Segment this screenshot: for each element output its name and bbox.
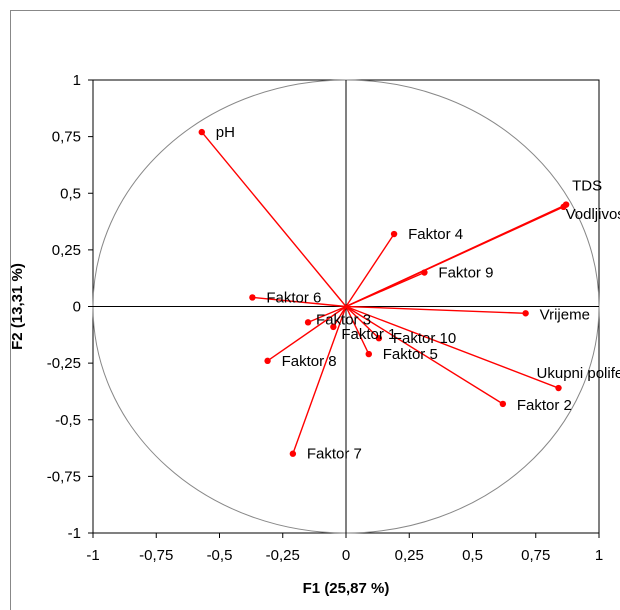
chart-frame (10, 10, 620, 610)
point-label-vrijeme: Vrijeme (540, 306, 590, 323)
y-tick-label: 0 (73, 299, 81, 316)
y-tick-label: 0,75 (52, 129, 81, 146)
point-label-faktor-1: Faktor 1 (341, 326, 396, 343)
vector-ukupni-polifenoli (345, 305, 559, 389)
y-tick-label: 0,25 (52, 242, 81, 259)
point-faktor-7 (289, 450, 297, 457)
point-faktor-9 (421, 269, 428, 276)
x-tick-label: 1 (595, 547, 603, 564)
vector-faktor-3 (307, 305, 347, 324)
x-tick-label: -0,75 (139, 547, 173, 564)
vector-faktor-9 (345, 271, 425, 308)
vector-ph (201, 131, 347, 307)
vector-faktor-2 (345, 305, 504, 405)
vector-faktor-6 (252, 296, 347, 308)
x-tick-label: 0,25 (395, 547, 424, 564)
point-label-faktor-2: Faktor 2 (517, 397, 572, 414)
y-tick-label: -1 (68, 525, 81, 542)
point-faktor-1 (330, 323, 337, 331)
x-tick-label: -0,5 (207, 547, 233, 564)
x-tick-label: 0,75 (521, 547, 550, 564)
point-faktor-4 (390, 230, 398, 238)
x-tick-label: -0,25 (266, 547, 300, 564)
point-label-faktor-8: Faktor 8 (282, 353, 337, 370)
point-label-faktor-7: Faktor 7 (307, 446, 362, 463)
point-ukupni-polifenoli (555, 384, 562, 392)
x-tick-label: 0,5 (462, 547, 483, 564)
point-label-faktor-9: Faktor 9 (438, 265, 493, 282)
y-tick-label: -0,5 (55, 412, 81, 429)
point-label-ph: pH (216, 124, 235, 141)
point-label-vodljivost: Vodljivost (566, 206, 620, 223)
vector-vrijeme (345, 305, 526, 314)
point-label-ukupni-polifenoli: Ukupni polifenoli (537, 365, 620, 382)
vector-faktor-10 (345, 305, 380, 339)
x-tick-label: 0 (342, 547, 350, 564)
vector-faktor-1 (332, 306, 347, 328)
point-faktor-6 (249, 294, 256, 301)
vector-faktor-5 (345, 306, 370, 355)
y-tick-label: 0,5 (60, 185, 81, 202)
point-faktor-5 (365, 350, 372, 358)
x-tick-label: -1 (86, 547, 99, 564)
y-tick-label: -0,25 (47, 355, 81, 372)
vector-faktor-4 (345, 233, 395, 307)
point-faktor-3 (304, 319, 312, 326)
point-label-faktor-3: Faktor 3 (316, 311, 371, 328)
y-tick-label: -0,75 (47, 468, 81, 485)
vector-vodljivost (345, 206, 564, 308)
point-faktor-2 (499, 400, 507, 408)
vector-faktor-8 (267, 305, 347, 362)
point-label-tds: TDS (572, 178, 602, 195)
point-ph (198, 128, 205, 136)
y-tick-label: 1 (73, 72, 81, 89)
x-axis-title: F1 (25,87 %) (303, 580, 390, 597)
vector-faktor-7 (292, 306, 347, 454)
point-label-faktor-10: Faktor 10 (393, 330, 456, 347)
point-faktor-10 (375, 335, 383, 342)
y-axis-title: F2 (13,31 %) (9, 263, 26, 350)
point-vrijeme (522, 310, 529, 317)
point-vodljivost (560, 203, 567, 211)
point-label-faktor-6: Faktor 6 (266, 289, 321, 306)
point-label-faktor-4: Faktor 4 (408, 226, 463, 243)
point-faktor-8 (264, 357, 271, 365)
point-label-faktor-5: Faktor 5 (383, 346, 438, 363)
